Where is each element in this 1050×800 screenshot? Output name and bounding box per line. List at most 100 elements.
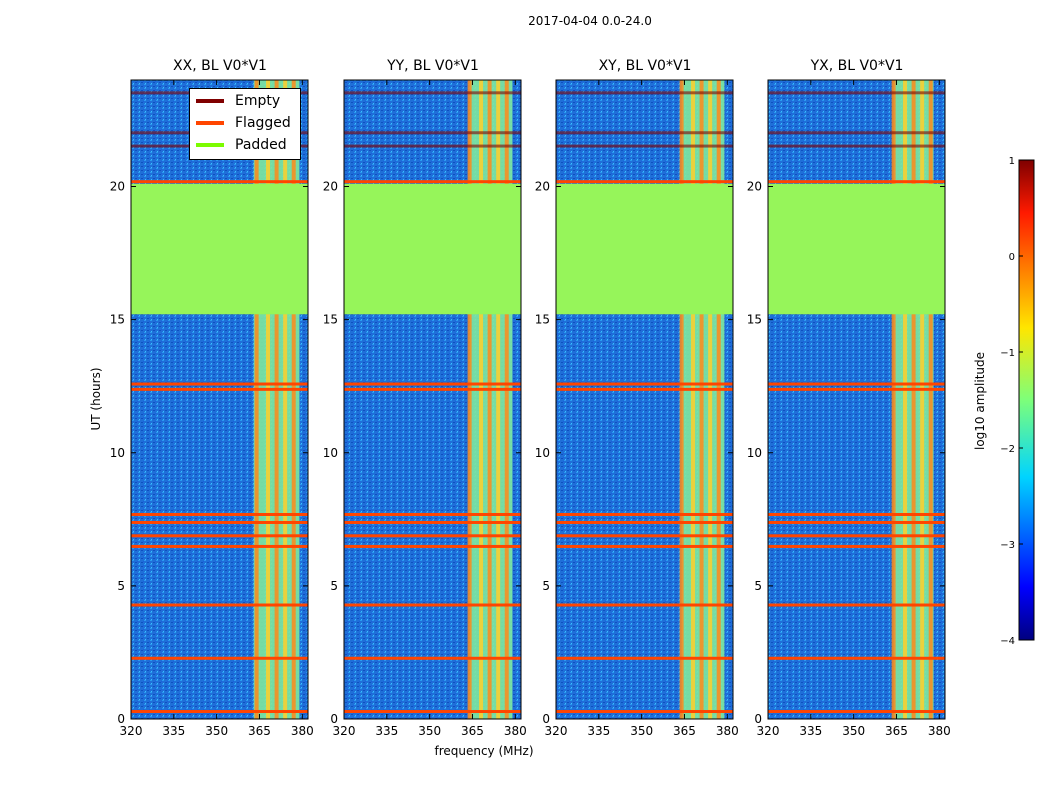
x-tick-label: 335 (162, 724, 185, 738)
x-tick-label: 350 (418, 724, 441, 738)
bright-channel (928, 80, 933, 719)
padded-band (768, 183, 945, 315)
x-tick-label: 350 (205, 724, 228, 738)
flagged-row (131, 387, 308, 391)
bright-channel (716, 80, 721, 719)
legend-item-padded: Padded (196, 135, 287, 155)
y-tick-label: 10 (535, 446, 550, 460)
y-tick-label: 10 (110, 446, 125, 460)
flagged-row (556, 382, 733, 386)
colorbar-label: log10 amplitude (973, 352, 987, 451)
flagged-row (768, 512, 945, 516)
y-tick-label: 15 (110, 313, 125, 327)
x-tick-label: 380 (291, 724, 314, 738)
flagged-row (344, 387, 521, 391)
flagged-row (768, 382, 945, 386)
flagged-row (344, 710, 521, 714)
empty-row (768, 131, 945, 135)
panel-title-xy: XY, BL V0*V1 (598, 58, 692, 74)
y-tick-label: 20 (110, 180, 125, 194)
legend-label-flagged: Flagged (235, 115, 291, 131)
x-tick-label: 380 (504, 724, 527, 738)
panel-title-xx: XX, BL V0*V1 (173, 58, 267, 74)
y-tick-label: 0 (117, 712, 125, 726)
panel-xx: 320 335 350 365 380 0 5 10 15 20 (110, 79, 314, 738)
empty-row (768, 91, 945, 95)
bright-channel (479, 80, 484, 719)
flagged-row (344, 180, 521, 184)
legend-swatch-padded (196, 143, 224, 147)
x-tick-label: 320 (545, 724, 568, 738)
empty-row (768, 144, 945, 148)
y-tick-label: 10 (747, 446, 762, 460)
figure-title: 2017-04-04 0.0-24.0 (528, 14, 652, 28)
colorbar-tick-label: 1 (1009, 156, 1015, 167)
x-tick-label: 350 (630, 724, 653, 738)
bright-channel (266, 80, 271, 719)
y-tick-label: 15 (323, 313, 338, 327)
colorbar-tick-label: −2 (1000, 444, 1015, 455)
empty-row (556, 131, 733, 135)
flagged-row (556, 656, 733, 660)
bright-channel (891, 80, 896, 719)
y-tick-label: 5 (542, 579, 550, 593)
bright-channel (679, 80, 684, 719)
panel-yy: 320 335 350 365 380 0 5 10 15 20 (323, 79, 527, 738)
colorbar-tick-label: −4 (1000, 636, 1015, 647)
x-axis-label: frequency (MHz) (434, 744, 534, 758)
panel-xy: 320 335 350 365 380 0 5 10 15 20 (535, 79, 739, 738)
bright-channel (504, 80, 509, 719)
flagged-row (556, 520, 733, 524)
empty-row (344, 91, 521, 95)
x-tick-label: 335 (375, 724, 398, 738)
x-tick-label: 380 (716, 724, 739, 738)
y-tick-label: 20 (535, 180, 550, 194)
y-tick-label: 5 (117, 579, 125, 593)
flagged-row (344, 656, 521, 660)
padded-band (131, 183, 308, 315)
flagged-row (344, 512, 521, 516)
flagged-row (131, 382, 308, 386)
y-tick-label: 5 (754, 579, 762, 593)
flagged-row (768, 544, 945, 548)
bright-channel (708, 80, 713, 719)
colorbar-tick-label: −1 (1000, 348, 1015, 359)
flagged-row (131, 656, 308, 660)
flagged-row (768, 603, 945, 607)
x-tick-label: 320 (333, 724, 356, 738)
padded-band (344, 183, 521, 315)
flagged-row (768, 534, 945, 538)
flagged-row (344, 544, 521, 548)
flagged-row (344, 534, 521, 538)
flagged-row (556, 544, 733, 548)
flagged-row (344, 382, 521, 386)
flagged-row (556, 534, 733, 538)
flagged-row (131, 710, 308, 714)
bright-channel (274, 80, 279, 719)
x-tick-label: 335 (799, 724, 822, 738)
x-tick-label: 365 (673, 724, 696, 738)
colorbar-tick-label: −3 (1000, 540, 1015, 551)
legend-item-flagged: Flagged (196, 113, 291, 133)
padded-band (556, 183, 733, 315)
legend-item-empty: Empty (196, 91, 280, 111)
bright-channel (467, 80, 472, 719)
flagged-row (556, 710, 733, 714)
panel-frame (767, 79, 946, 720)
flagged-row (556, 387, 733, 391)
y-tick-label: 20 (747, 180, 762, 194)
flagged-row (131, 603, 308, 607)
flagged-row (556, 603, 733, 607)
panel-frame (130, 79, 309, 720)
legend-label-padded: Padded (235, 137, 287, 153)
bright-channel (496, 80, 501, 719)
empty-row (556, 144, 733, 148)
panel-title-yx: YX, BL V0*V1 (810, 58, 904, 74)
flagged-row (131, 180, 308, 184)
colorbar-gradient (1018, 159, 1035, 641)
legend-swatch-flagged (196, 121, 224, 125)
panel-frame (555, 79, 734, 720)
bright-channel (283, 80, 288, 719)
